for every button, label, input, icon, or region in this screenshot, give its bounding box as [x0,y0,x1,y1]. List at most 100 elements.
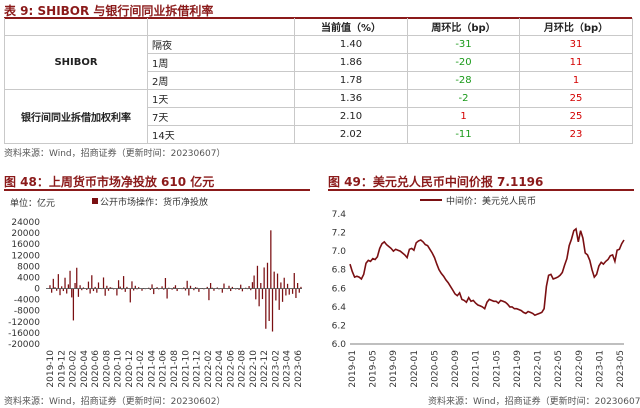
y-tick-label: 6.4 [332,303,347,313]
net-injection-chart: 单位：亿元 公开市场操作：货币净投放 240002000016000120008… [8,196,304,388]
bar [161,286,163,289]
bar [296,283,299,289]
table-source: 资料来源：Wind，招商证券（更新时间：20230607） [4,149,226,159]
bar [56,288,58,291]
y-tick-label: 7.2 [332,229,346,239]
x-tick-label: 2022-04 [215,350,225,388]
term-cell: 1周 [147,53,295,72]
term-cell: 14天 [147,125,295,144]
group-label-shibor: SHIBOR [4,35,148,90]
bar [97,282,100,289]
bar-series [46,230,302,332]
value-cell: 1.36 [294,89,408,108]
table-row: 1周 1.86 -20 11 [5,53,633,72]
y-tick-label: -4000 [14,296,40,306]
x-tick-label: 2019-05 [369,350,379,388]
bar [194,287,197,289]
bar [156,287,158,289]
bar [72,288,75,321]
bar [131,281,133,289]
bar [158,288,160,290]
bar [122,276,125,289]
x-tick-label: 2021-09 [513,350,523,388]
y-tick-label: 24000 [11,218,40,228]
bar [102,277,105,289]
x-tick-label: 2022-10 [249,350,259,388]
x-tick-label: 2022-01 [534,350,544,388]
table-row: 银行间同业拆借加权利率 1天 1.36 -2 25 [4,89,633,144]
bar [171,288,173,290]
bar [62,288,64,292]
bar [57,274,59,289]
x-tick-label: 2022-06 [226,350,236,388]
x-tick-label: 2021-12 [193,350,203,388]
bar [109,287,111,289]
y-tick-label: -16000 [8,329,40,339]
x-tick-label: 2022-02 [204,350,214,388]
y-tick-label: 6.2 [332,321,346,331]
table-row: 14天 2.02 -11 23 [5,125,633,144]
header-cell [147,18,295,36]
bar [112,288,115,290]
bar [138,287,140,289]
x-tick-label: 2020-02 [69,350,79,388]
bar [208,288,210,301]
bar [66,288,68,294]
bar [218,288,220,290]
shibor-table: 当前值（%） 周环比（bp） 月环比（bp） SHIBOR 隔夜 1.40 -3… [4,18,633,144]
bar [119,286,121,289]
x-tick-label: 2019-09 [389,350,399,388]
mom-cell: 1 [519,71,633,90]
x-tick-label: 2021-02 [136,350,146,388]
bar [163,288,165,290]
bar [248,286,250,289]
bar [268,288,270,321]
table-row: SHIBOR 隔夜 1.40 -31 31 [4,35,633,90]
bar [273,271,275,289]
y-tick-label: 6.8 [332,266,347,276]
bar [211,287,213,289]
bar [133,288,135,291]
x-tick-label: 2021-04 [147,350,157,388]
bar [151,284,153,289]
bar [193,288,195,291]
y-tick-label: -8000 [14,307,40,317]
bar [298,288,300,293]
bar [256,265,259,289]
term-cell: 1天 [147,89,295,108]
usdcny-chart: 中间价：美元兑人民币 7.4 7.2 7.0 6.8 6.6 6.4 6.2 6.0 2019… [332,195,626,388]
bar [286,283,289,289]
line-series [349,227,625,345]
bar [241,288,244,292]
bar [281,288,284,302]
y-tick-label: 16000 [11,240,40,250]
bar [265,288,267,329]
value-cell: 2.02 [294,125,408,144]
x-tick-label: 2021-08 [170,350,180,388]
bar [77,288,80,297]
value-cell: 1.78 [294,71,408,90]
y-axis: 7.4 7.2 7.0 6.8 6.6 6.4 6.2 6.0 [332,210,347,350]
chart49-legend: 中间价：美元兑人民币 [446,195,536,207]
value-cell: 2.10 [294,107,408,126]
bar [251,282,254,289]
bar [79,285,81,289]
bar [69,270,71,289]
bar [59,288,61,296]
mom-cell: 25 [519,107,633,126]
chart49-rule [328,189,634,191]
bar [64,277,66,289]
y-tick-label: 6.0 [332,340,347,350]
y-tick-label: 7.0 [332,247,347,257]
bar [283,277,285,289]
bar [255,288,257,300]
y-tick-label: -20000 [8,340,40,350]
bar [235,288,237,290]
x-tick-label: 2020-10 [114,350,124,388]
bar [134,285,136,289]
bar [71,288,73,298]
y-tick-label: -12000 [8,318,40,328]
bar [92,288,95,292]
bar [275,288,277,301]
bar [61,286,63,289]
